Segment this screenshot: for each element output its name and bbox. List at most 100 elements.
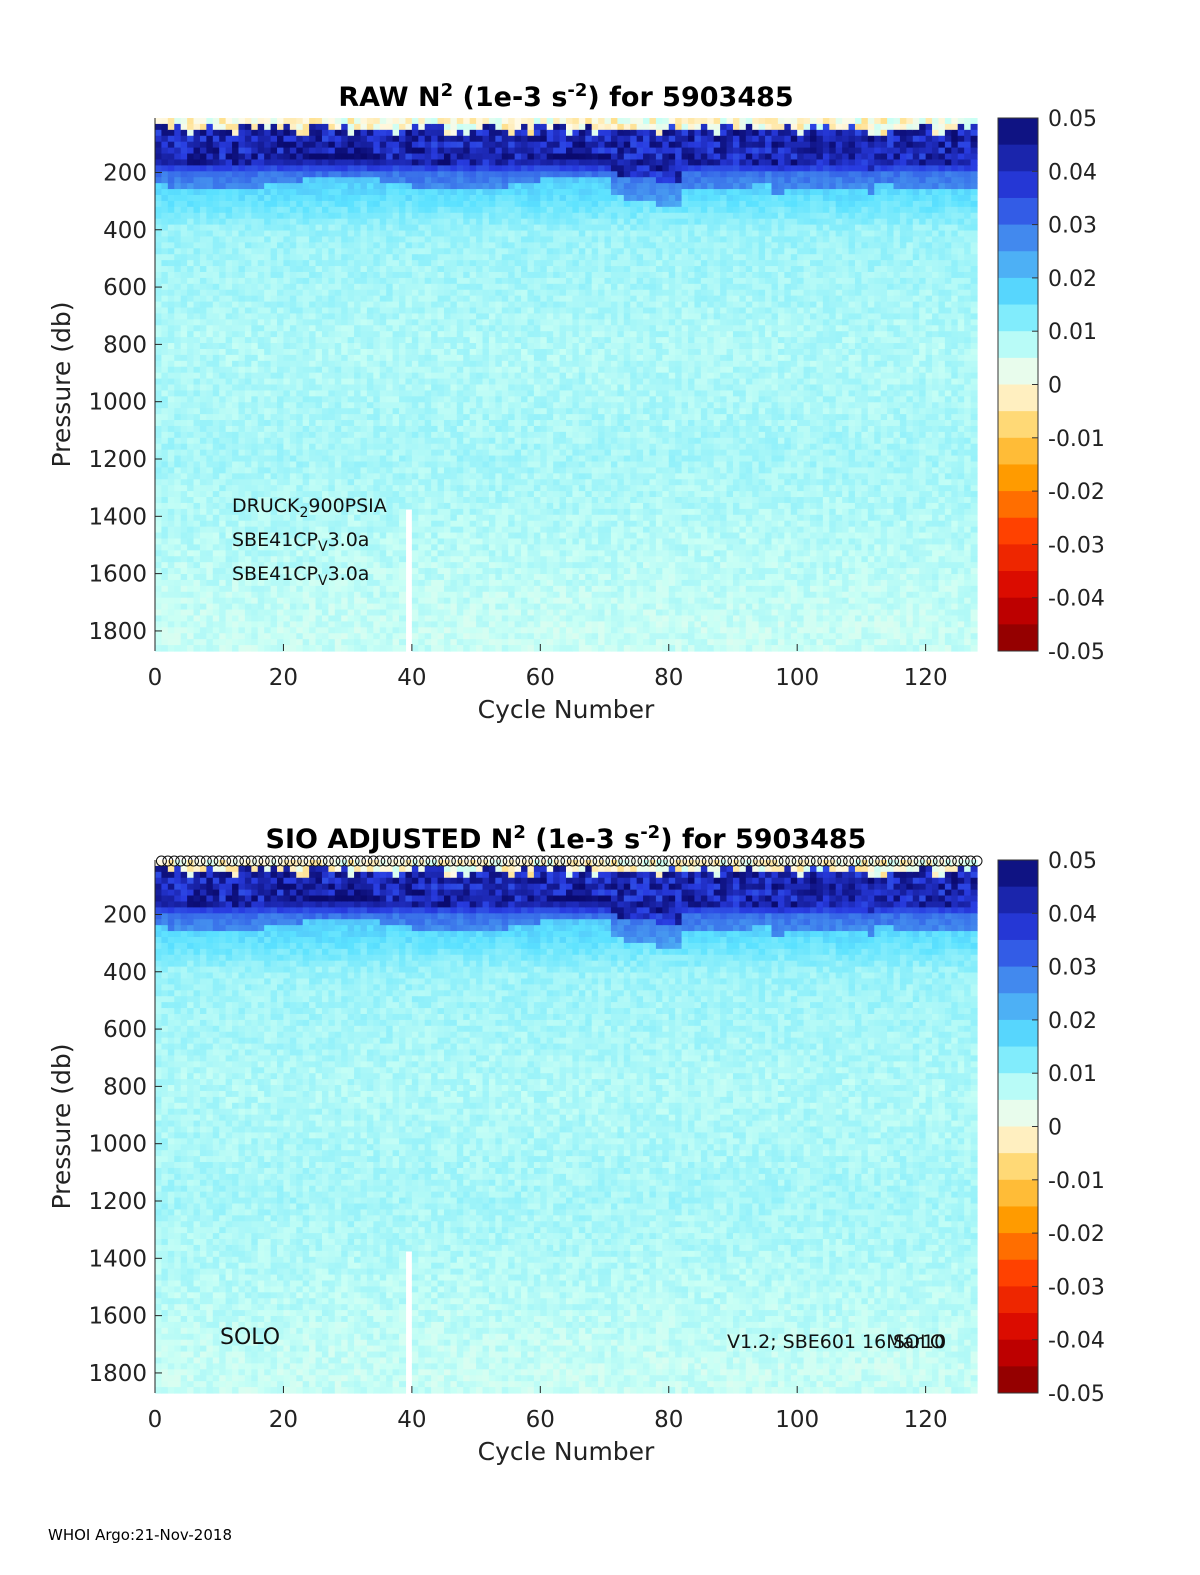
heatmap-cell (212, 402, 220, 409)
heatmap-cell (225, 473, 233, 480)
heatmap-cell (354, 455, 362, 463)
heatmap-cell (251, 343, 259, 350)
heatmap-cell (283, 171, 291, 178)
heatmap-cell (373, 348, 381, 356)
heatmap-cell (219, 200, 227, 208)
heatmap-cell (270, 248, 278, 255)
heatmap-cell (302, 514, 310, 522)
heatmap-cell (418, 289, 426, 297)
heatmap-cell (334, 591, 342, 599)
heatmap-cell (476, 491, 484, 498)
heatmap-cell (508, 177, 516, 184)
heatmap-cell (334, 348, 342, 356)
heatmap-cell (360, 420, 368, 427)
heatmap-cell (180, 153, 188, 161)
heatmap-cell (508, 514, 516, 522)
heatmap-cell (232, 194, 240, 202)
heatmap-cell (302, 497, 310, 504)
heatmap-cell (199, 260, 207, 267)
heatmap-cell (219, 514, 227, 522)
heatmap-cell (405, 301, 413, 309)
heatmap-cell (411, 597, 419, 605)
heatmap-cell (206, 526, 214, 534)
heatmap-cell (219, 129, 227, 137)
heatmap-cell (463, 319, 471, 326)
heatmap-cell (199, 645, 207, 652)
heatmap-cell (456, 562, 464, 569)
heatmap-cell (443, 254, 451, 261)
heatmap-cell (321, 408, 329, 415)
heatmap-cell (476, 467, 484, 474)
heatmap-cell (501, 348, 509, 356)
heatmap-cell (296, 123, 304, 131)
heatmap-cell (476, 633, 484, 640)
heatmap-cell (495, 177, 503, 184)
heatmap-cell (315, 449, 323, 457)
heatmap-cell (399, 147, 407, 155)
heatmap-cell (219, 562, 227, 569)
heatmap-cell (206, 467, 214, 474)
heatmap-cell (244, 343, 252, 350)
heatmap-cell (443, 568, 451, 575)
heatmap-cell (289, 603, 297, 611)
heatmap-cell (225, 325, 233, 332)
heatmap-cell (296, 639, 304, 646)
heatmap-cell (495, 556, 503, 563)
heatmap-cell (155, 194, 163, 202)
heatmap-cell (424, 633, 432, 640)
heatmap-cell (283, 319, 291, 326)
heatmap-cell (418, 271, 426, 279)
heatmap-cell (161, 585, 169, 593)
heatmap-cell (379, 366, 387, 374)
heatmap-cell (392, 633, 400, 640)
heatmap-cell (405, 230, 413, 238)
heatmap-cell (321, 449, 329, 457)
heatmap-cell (508, 384, 516, 392)
heatmap-cell (334, 384, 342, 392)
heatmap-cell (206, 514, 214, 522)
heatmap-cell (437, 123, 445, 131)
heatmap-cell (219, 568, 227, 575)
heatmap-cell (277, 574, 285, 581)
heatmap-cell (232, 325, 240, 332)
heatmap-cell (167, 639, 175, 646)
heatmap-cell (155, 562, 163, 569)
heatmap-cell (277, 224, 285, 232)
heatmap-cell (482, 579, 490, 587)
heatmap-cell (309, 639, 317, 646)
heatmap-cell (309, 526, 317, 534)
heatmap-cell (321, 360, 329, 368)
heatmap-cell (257, 183, 265, 190)
heatmap-cell (225, 277, 233, 285)
heatmap-cell (476, 532, 484, 540)
heatmap-cell (321, 218, 329, 226)
heatmap-cell (257, 271, 265, 279)
heatmap-cell (187, 295, 195, 303)
heatmap-cell (289, 591, 297, 599)
heatmap-cell (321, 295, 329, 303)
heatmap-cell (418, 147, 426, 155)
heatmap-cell (366, 118, 374, 125)
heatmap-cell (373, 609, 381, 617)
heatmap-cell (508, 491, 516, 498)
heatmap-cell (238, 390, 246, 397)
heatmap-cell (244, 479, 252, 486)
heatmap-cell (212, 591, 220, 599)
heatmap-cell (315, 123, 323, 131)
heatmap-cell (167, 473, 175, 480)
heatmap-cell (431, 260, 439, 267)
heatmap-cell (167, 337, 175, 344)
heatmap-cell (180, 639, 188, 646)
heatmap-cell (495, 502, 503, 510)
heatmap-cell (450, 491, 458, 498)
heatmap-cell (289, 325, 297, 332)
heatmap-cell (354, 183, 362, 190)
heatmap-cell (309, 123, 317, 131)
heatmap-cell (277, 520, 285, 528)
heatmap-cell (232, 372, 240, 380)
heatmap-cell (456, 254, 464, 261)
heatmap-cell (212, 597, 220, 605)
heatmap-cell (328, 544, 336, 551)
heatmap-cell (495, 508, 503, 516)
heatmap-cell (424, 579, 432, 587)
